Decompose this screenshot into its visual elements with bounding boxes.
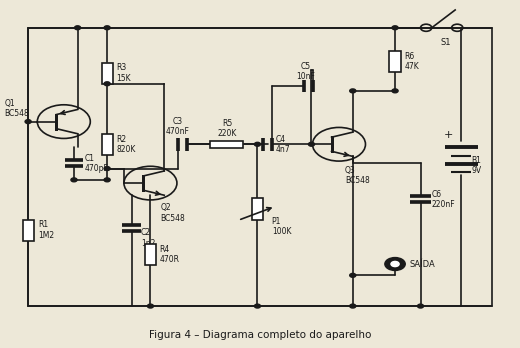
Text: +: +: [444, 129, 453, 140]
Circle shape: [254, 142, 261, 146]
FancyBboxPatch shape: [210, 141, 243, 148]
Text: Figura 4 – Diagrama completo do aparelho: Figura 4 – Diagrama completo do aparelho: [149, 330, 371, 340]
Text: C4
4n7: C4 4n7: [275, 135, 290, 154]
Text: R4
470R: R4 470R: [160, 245, 179, 264]
Text: C6
220nF: C6 220nF: [432, 190, 456, 209]
Circle shape: [147, 304, 153, 308]
FancyBboxPatch shape: [389, 51, 400, 72]
Circle shape: [391, 261, 399, 267]
Text: R2
820K: R2 820K: [116, 135, 136, 154]
Circle shape: [385, 258, 405, 270]
Text: C1
470pF: C1 470pF: [84, 153, 108, 173]
Text: R1
1M2: R1 1M2: [38, 220, 55, 240]
Text: P1
100K: P1 100K: [272, 217, 291, 237]
FancyBboxPatch shape: [252, 198, 263, 220]
Text: Q2
BC548: Q2 BC548: [161, 203, 185, 223]
Circle shape: [74, 26, 81, 30]
Circle shape: [392, 26, 398, 30]
Circle shape: [350, 274, 356, 277]
Text: R5
220K: R5 220K: [217, 119, 237, 139]
Text: C5
10nF: C5 10nF: [296, 62, 315, 81]
Circle shape: [392, 89, 398, 93]
Text: R3
15K: R3 15K: [116, 63, 131, 83]
Circle shape: [25, 120, 31, 124]
Text: Q1
BC548: Q1 BC548: [4, 99, 29, 118]
Circle shape: [71, 178, 77, 182]
Text: C3
470nF: C3 470nF: [165, 117, 189, 136]
Circle shape: [308, 142, 315, 146]
Circle shape: [418, 304, 424, 308]
Text: B1
9V: B1 9V: [472, 156, 482, 175]
FancyBboxPatch shape: [101, 63, 113, 84]
Circle shape: [350, 304, 356, 308]
Circle shape: [104, 178, 110, 182]
Text: SAÍDA: SAÍDA: [409, 260, 435, 269]
Text: S1: S1: [440, 38, 451, 47]
Bar: [28, 28, 492, 306]
FancyBboxPatch shape: [101, 134, 113, 155]
Circle shape: [104, 167, 110, 171]
Circle shape: [350, 89, 356, 93]
Circle shape: [254, 304, 261, 308]
Text: Q3
BC548: Q3 BC548: [345, 166, 370, 185]
Circle shape: [104, 26, 110, 30]
FancyBboxPatch shape: [23, 220, 34, 240]
Text: R6
47K: R6 47K: [404, 52, 419, 71]
Circle shape: [104, 82, 110, 86]
FancyBboxPatch shape: [145, 244, 156, 265]
Text: C2
1n2: C2 1n2: [141, 228, 155, 248]
